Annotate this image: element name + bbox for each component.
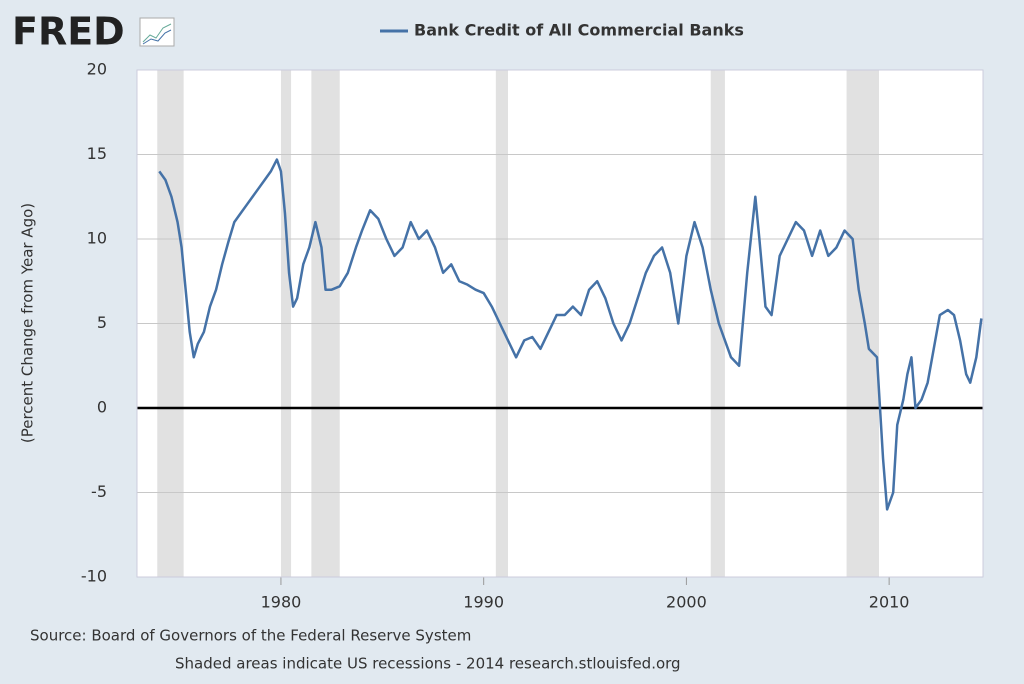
y-tick-label: 0 xyxy=(97,398,107,417)
note: Shaded areas indicate US recessions - 20… xyxy=(175,655,681,673)
y-tick-label: -10 xyxy=(81,567,107,586)
y-tick-label: 10 xyxy=(87,229,107,248)
x-tick-label: 1980 xyxy=(261,593,302,612)
data-line xyxy=(158,158,983,511)
y-tick-label: 20 xyxy=(87,60,107,79)
y-tick-label: 15 xyxy=(87,144,107,163)
logo: FRED xyxy=(12,10,125,54)
legend-label: Bank Credit of All Commercial Banks xyxy=(414,21,744,40)
logo-icon xyxy=(139,17,175,47)
x-tick-label: 1990 xyxy=(463,593,504,612)
plot-frame xyxy=(136,69,984,578)
y-tick-label: -5 xyxy=(91,482,107,501)
x-tick-label: 2000 xyxy=(666,593,707,612)
source: Source: Board of Governors of the Federa… xyxy=(30,627,471,645)
y-axis-label: (Percent Change from Year Ago) xyxy=(19,203,37,443)
y-tick-label: 5 xyxy=(97,313,107,332)
x-tick-label: 2010 xyxy=(869,593,910,612)
